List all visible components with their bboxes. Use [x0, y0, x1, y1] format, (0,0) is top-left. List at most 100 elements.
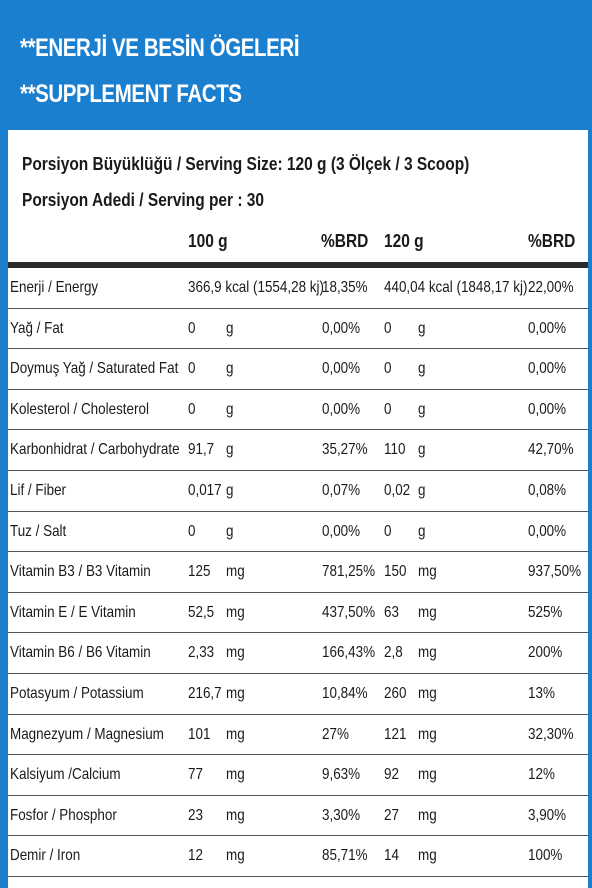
nutrient-name: Demir / Iron: [10, 847, 81, 865]
title-banner: **ENERJİ VE BESİN ÖGELERİ **SUPPLEMENT F…: [0, 0, 592, 130]
nutrient-name: Lif / Fiber: [10, 481, 67, 499]
nutrient-name: Magnezyum / Magnesium: [10, 725, 164, 743]
value-100g: 101: [188, 725, 211, 743]
nutrient-name: Potasyum / Potassium: [10, 684, 144, 702]
unit-100g: mg: [226, 806, 245, 824]
brd-100g: 0,00%: [322, 319, 361, 337]
value-100g: 23: [188, 806, 203, 824]
value-120g: 0: [384, 400, 392, 418]
table-row: Doymuş Yağ / Saturated Fat 0 g 0,00% 0 g 0,00%: [8, 349, 588, 390]
table-row: Lif / Fiber 0,017 g 0,07% 0,02 g 0,08%: [8, 471, 588, 512]
value-120g: 27: [384, 806, 399, 824]
nutrient-name: Tuz / Salt: [10, 522, 67, 540]
brd-100g: 166,43%: [322, 644, 376, 662]
nutrient-name: Doymuş Yağ / Saturated Fat: [10, 360, 179, 378]
brd-120g: 0,00%: [528, 400, 567, 418]
value-120g: 14: [384, 847, 399, 865]
brd-120g: 3,90%: [528, 806, 567, 824]
table-row: Kolesterol / Cholesterol 0 g 0,00% 0 g 0,00%: [8, 390, 588, 431]
unit-120g: mg: [418, 563, 437, 581]
table-row: Tuz / Salt 0 g 0,00% 0 g 0,00%: [8, 512, 588, 553]
table-row: Demir / Iron 12 mg 85,71% 14 mg 100%: [8, 836, 588, 877]
brd-100g: 0,00%: [322, 360, 361, 378]
table-row: Vitamin B6 / B6 Vitamin 2,33 mg 166,43% 2,8 m…: [8, 633, 588, 674]
nutrient-name: Yağ / Fat: [10, 319, 64, 337]
value-120g: 260: [384, 684, 407, 702]
value-100g: 77: [188, 766, 203, 784]
nutrient-name: Enerji / Energy: [10, 279, 99, 296]
unit-100g: mg: [226, 563, 245, 581]
brd-120g: 0,08%: [528, 481, 567, 499]
brd-100g: 0,00%: [322, 400, 361, 418]
unit-120g: mg: [418, 847, 437, 865]
nutrient-name: Kalsiyum /Calcium: [10, 766, 121, 784]
table-row: Yağ / Fat 0 g 0,00% 0 g 0,00%: [8, 309, 588, 350]
unit-120g: mg: [418, 766, 437, 784]
brd-120g: 937,50%: [528, 563, 582, 581]
table-row: Magnezyum / Magnesium 101 mg 27% 121 mg 32,30%: [8, 715, 588, 756]
value-120g: 440,04 kcal (1848,17 kj): [384, 279, 528, 296]
value-120g: 2,8: [384, 644, 403, 662]
brd-120g: 525%: [528, 603, 563, 621]
unit-100g: g: [226, 481, 234, 499]
value-100g: 12: [188, 847, 203, 865]
table-row: Vitamin E / E Vitamin 52,5 mg 437,50% 63 mg 52…: [8, 593, 588, 634]
unit-120g: g: [418, 481, 426, 499]
serving-size: Porsiyon Büyüklüğü / Serving Size: 120 g…: [22, 154, 470, 174]
unit-120g: mg: [418, 684, 437, 702]
brd-100g: 85,71%: [322, 847, 368, 865]
unit-100g: g: [226, 441, 234, 459]
unit-120g: g: [418, 360, 426, 378]
value-120g: 0,02: [384, 481, 411, 499]
value-100g: 125: [188, 563, 211, 581]
value-120g: 110: [384, 441, 406, 459]
unit-100g: mg: [226, 644, 245, 662]
brd-100g: 9,63%: [322, 766, 361, 784]
brd-120g: 32,30%: [528, 725, 574, 743]
unit-100g: mg: [226, 766, 245, 784]
brd-100g: 18,35%: [322, 279, 368, 296]
table-row: Kalsiyum /Calcium 77 mg 9,63% 92 mg 12%: [8, 755, 588, 796]
value-100g: 216,7: [188, 684, 222, 702]
value-100g: 0,017: [188, 481, 222, 499]
value-100g: 366,9 kcal (1554,28 kj): [188, 279, 324, 296]
brd-120g: 0,00%: [528, 319, 567, 337]
unit-120g: g: [418, 441, 426, 459]
nutrient-table: Enerji / Energy 366,9 kcal (1554,28 kj) …: [8, 268, 588, 877]
value-120g: 121: [384, 725, 407, 743]
unit-100g: g: [226, 319, 234, 337]
unit-100g: mg: [226, 847, 245, 865]
header-divider: [8, 262, 588, 268]
brd-120g: 0,00%: [528, 360, 567, 378]
brd-100g: 35,27%: [322, 441, 368, 459]
brd-100g: 0,07%: [322, 481, 361, 499]
table-row: Karbonhidrat / Carbohydrate 91,7 g 35,27% 11…: [8, 430, 588, 471]
table-row: Potasyum / Potassium 216,7 mg 10,84% 260 mg 13…: [8, 674, 588, 715]
value-120g: 0: [384, 360, 392, 378]
value-120g: 63: [384, 603, 399, 621]
banner-title-turkish: **ENERJİ VE BESİN ÖGELERİ: [20, 34, 300, 62]
facts-panel: Porsiyon Büyüklüğü / Serving Size: 120 g…: [8, 130, 588, 888]
value-100g: 0: [188, 319, 196, 337]
nutrient-name: Fosfor / Phosphor: [10, 806, 117, 824]
unit-120g: g: [418, 319, 426, 337]
unit-100g: mg: [226, 684, 245, 702]
brd-120g: 0,00%: [528, 522, 567, 540]
nutrient-rows: Yağ / Fat 0 g 0,00% 0 g 0,00% Doymuş Yağ / Satu…: [8, 309, 588, 877]
brd-100g: 781,25%: [322, 563, 376, 581]
value-100g: 0: [188, 360, 196, 378]
value-100g: 0: [188, 400, 196, 418]
unit-100g: g: [226, 522, 234, 540]
header-brd-120g: %BRD: [528, 231, 576, 251]
brd-100g: 0,00%: [322, 522, 361, 540]
header-brd-100g: %BRD: [321, 231, 369, 251]
brd-100g: 10,84%: [322, 684, 368, 702]
value-120g: 92: [384, 766, 399, 784]
unit-100g: mg: [226, 725, 245, 743]
nutrient-name: Vitamin B3 / B3 Vitamin: [10, 563, 151, 581]
nutrient-name: Vitamin E / E Vitamin: [10, 603, 136, 621]
unit-120g: mg: [418, 644, 437, 662]
brd-120g: 22,00%: [528, 279, 574, 296]
brd-120g: 200%: [528, 644, 563, 662]
